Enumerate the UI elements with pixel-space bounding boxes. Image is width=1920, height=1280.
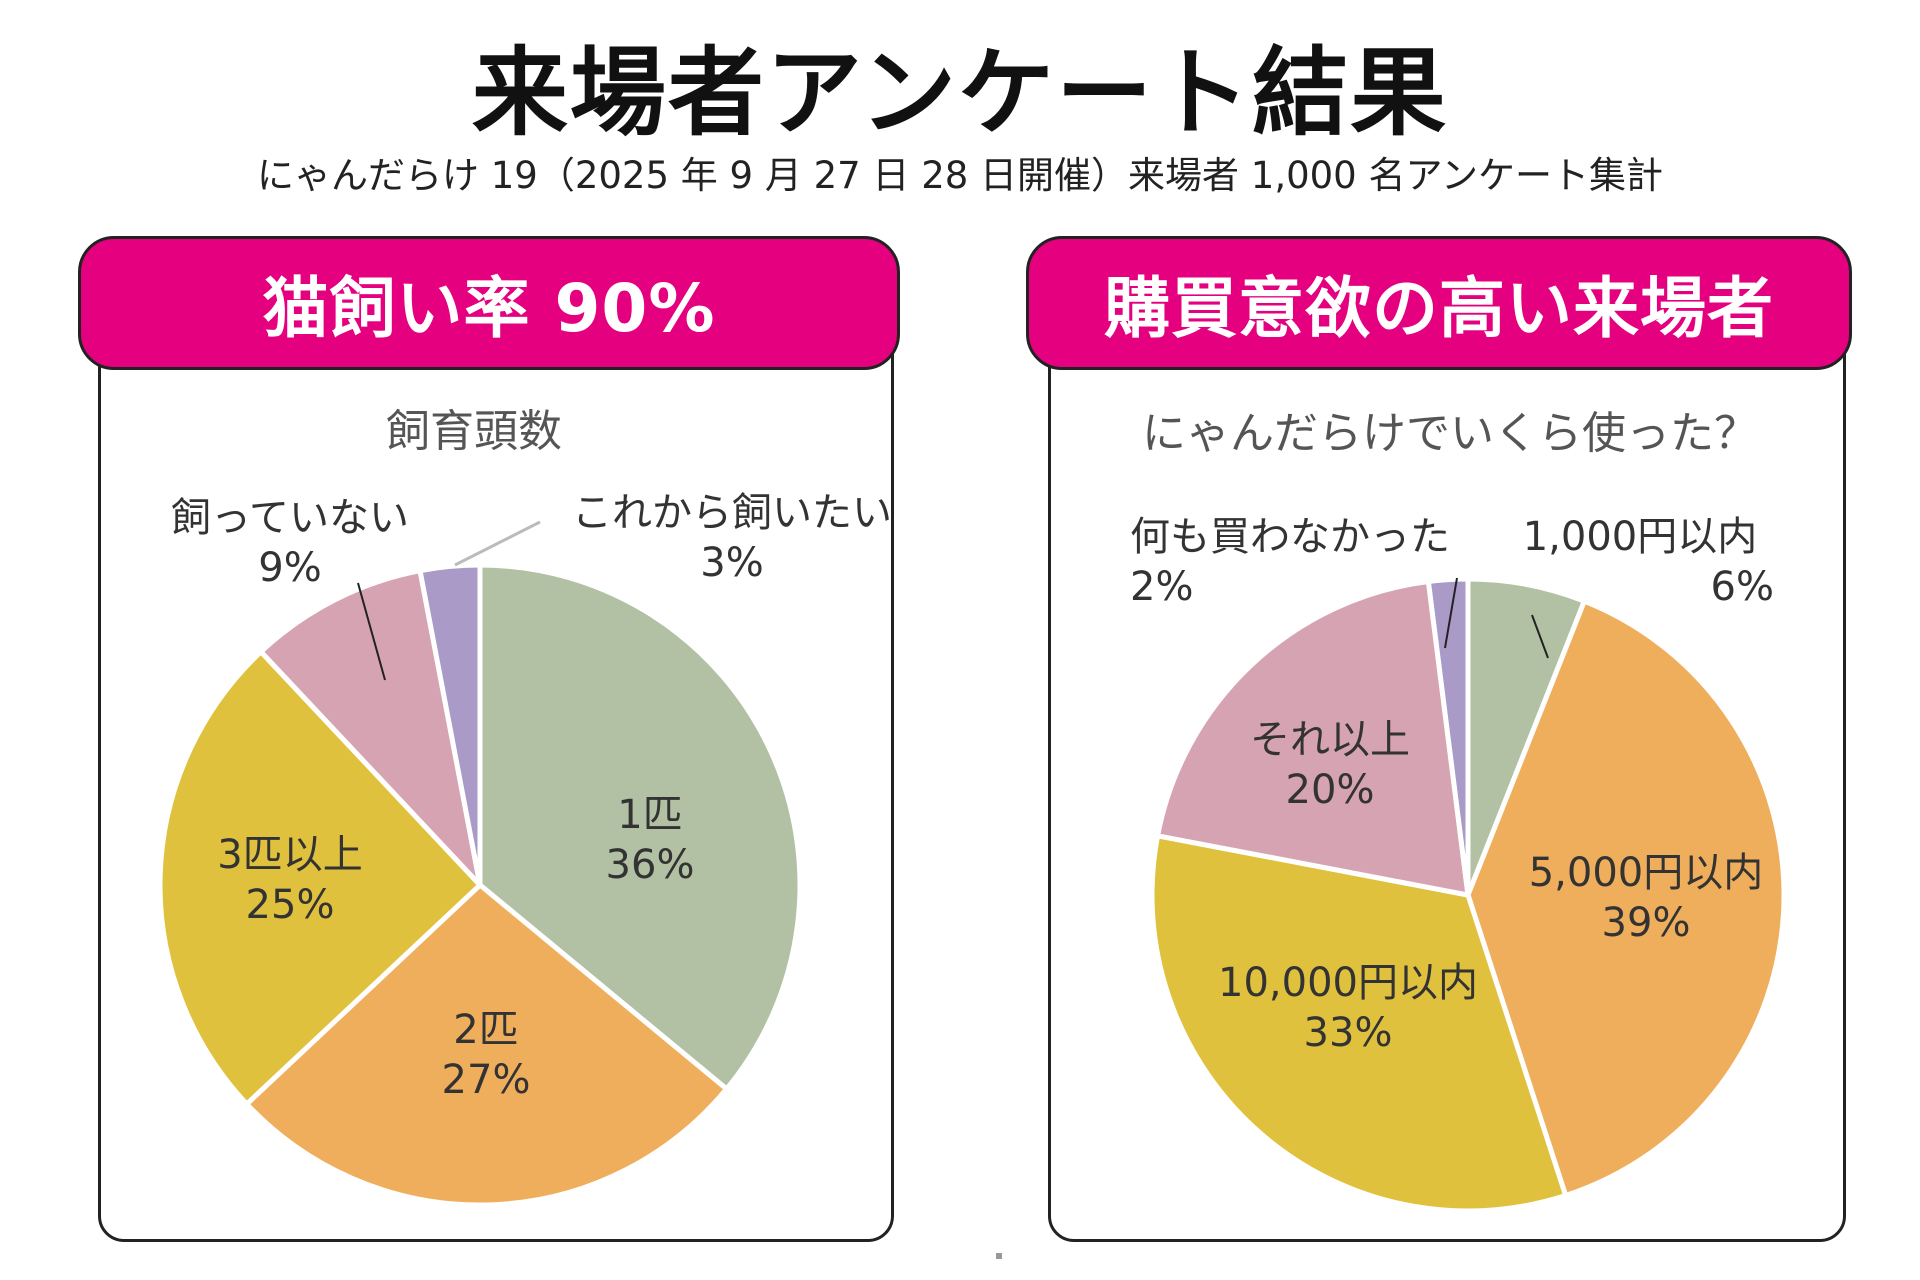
pets-slice-1 <box>244 882 730 1208</box>
panel-header-cat-ownership: 猫飼い率 90% <box>78 236 900 370</box>
panel-header-spending: 購買意欲の高い来場者 <box>1026 236 1852 370</box>
label-two-cats: 2匹 27% <box>426 1005 546 1105</box>
label-one-cat-name: 1匹 <box>617 792 683 838</box>
label-under-1000-name: 1,000円以内 <box>1522 514 1758 560</box>
label-three-plus-name: 3匹以上 <box>217 832 363 878</box>
label-no-cat-name: 飼っていない <box>171 495 409 541</box>
label-no-cat: 飼っていない 9% <box>160 493 420 593</box>
label-bought-nothing-value: 2% <box>1130 564 1194 610</box>
label-bought-nothing-name: 何も買わなかった <box>1130 514 1450 560</box>
spending-slice-3 <box>1155 578 1471 898</box>
pets-slice-3 <box>258 568 483 888</box>
label-more-value: 20% <box>1285 767 1375 813</box>
leader-line-no-cat <box>357 582 386 681</box>
chart-title-spending: にゃんだらけでいくら使った？ <box>1142 408 1758 459</box>
spending-slice-4 <box>1425 576 1471 898</box>
label-no-cat-value: 9% <box>258 545 322 591</box>
leader-line-bought-nothing <box>1444 577 1458 649</box>
label-under-5000-value: 39% <box>1601 900 1691 946</box>
label-under-10000: 10,000円以内 33% <box>1198 958 1498 1058</box>
page-subtitle: にゃんだらけ 19（2025 年 9 月 27 日 28 日開催）来場者 1,0… <box>257 154 1663 197</box>
pie-chart-spending <box>1149 576 1787 1214</box>
label-one-cat: 1匹 36% <box>590 790 710 890</box>
pets-slice-2 <box>157 649 483 1107</box>
footer-dot <box>996 1253 1002 1259</box>
pie-chart-pets <box>157 520 803 1208</box>
label-under-5000: 5,000円以内 39% <box>1512 848 1780 948</box>
label-one-cat-value: 36% <box>605 842 695 888</box>
chart-title-pets: 飼育頭数 <box>386 406 562 457</box>
page-title: 来場者アンケート結果 <box>471 37 1449 149</box>
label-two-cats-name: 2匹 <box>453 1007 519 1053</box>
label-want-cat: これから飼いたい 3% <box>572 488 892 588</box>
label-three-plus: 3匹以上 25% <box>200 830 380 930</box>
spending-slice-2 <box>1149 833 1569 1214</box>
label-under-1000: 1,000円以内 6% <box>1500 512 1780 612</box>
label-more: それ以上 20% <box>1230 715 1430 815</box>
label-want-cat-name: これから飼いたい <box>572 490 892 536</box>
label-bought-nothing: 何も買わなかった 2% <box>1130 512 1470 612</box>
leader-line-want-cat <box>454 520 541 567</box>
label-under-10000-value: 33% <box>1303 1010 1393 1056</box>
pets-slice-0 <box>477 562 803 1092</box>
label-want-cat-value: 3% <box>700 540 764 586</box>
label-under-1000-value: 6% <box>1710 564 1774 610</box>
label-two-cats-value: 27% <box>441 1057 531 1103</box>
pets-slice-4 <box>417 562 483 888</box>
label-three-plus-value: 25% <box>245 882 335 928</box>
spending-slice-1 <box>1465 598 1787 1199</box>
label-under-10000-name: 10,000円以内 <box>1218 960 1478 1006</box>
label-under-5000-name: 5,000円以内 <box>1528 850 1764 896</box>
leader-line-under-1000 <box>1531 614 1549 659</box>
label-more-name: それ以上 <box>1250 717 1410 763</box>
